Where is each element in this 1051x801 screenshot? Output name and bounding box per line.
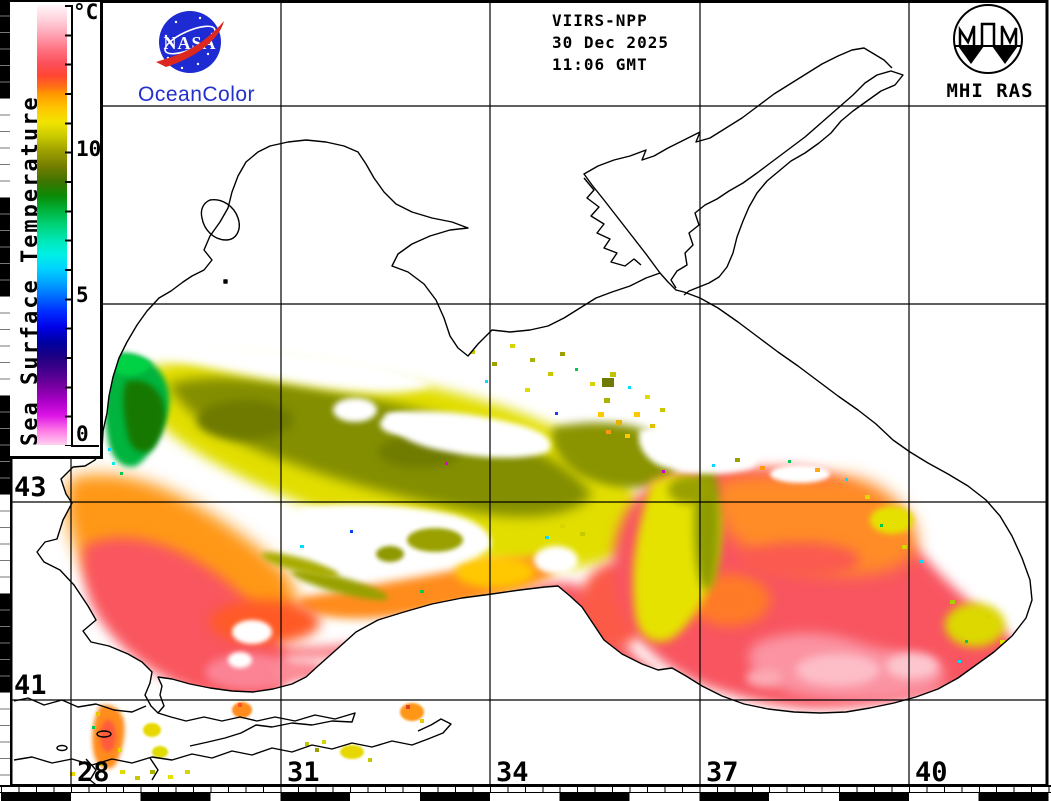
colorbar-panel: Sea Surface Temperature °C 10 5 0 bbox=[10, 0, 103, 459]
lon-label-31: 31 bbox=[287, 757, 320, 788]
nasa-oceancolor-logo: NASA OceanColor bbox=[138, 8, 256, 107]
scene-time: 11:06 GMT bbox=[552, 55, 648, 74]
lon-label-34: 34 bbox=[496, 757, 529, 788]
marmara-south-shore bbox=[13, 718, 452, 766]
colorbar-tick-5: 5 bbox=[76, 283, 89, 307]
sst-field bbox=[66, 286, 1020, 709]
snake-island bbox=[223, 279, 228, 284]
longitude-ruler-ticks bbox=[0, 785, 1051, 794]
colorbar-tick-10: 10 bbox=[76, 137, 102, 161]
lat-label-43: 43 bbox=[14, 472, 47, 503]
sivash-coast bbox=[583, 177, 642, 267]
lon-label-40: 40 bbox=[915, 757, 948, 788]
azov-sea-coast bbox=[670, 70, 904, 296]
coastlines bbox=[13, 47, 1033, 789]
scene-date: 30 Dec 2025 bbox=[552, 33, 669, 52]
cloud-gaps bbox=[148, 331, 830, 668]
dniester-estuary bbox=[200, 199, 240, 241]
black-sea-coast bbox=[36, 139, 1033, 714]
mhi-emblem bbox=[953, 4, 1023, 74]
nasa-logo: NASA bbox=[156, 11, 224, 73]
colorbar-gradient bbox=[37, 5, 67, 445]
sst-speckles bbox=[108, 286, 1005, 663]
sst-marmara-blobs bbox=[70, 702, 424, 780]
oceancolor-wordmark: OceanColor bbox=[138, 83, 256, 106]
marmara-north-shore bbox=[13, 697, 147, 713]
colorbar-ticks bbox=[65, 5, 72, 446]
mhi-ras-logo: MHI RAS bbox=[938, 2, 1042, 102]
scene-sensor: VIIRS-NPP bbox=[552, 11, 648, 30]
mhi-wordmark: MHI RAS bbox=[946, 80, 1034, 102]
colorbar-unit: °C bbox=[73, 0, 99, 24]
scene-info: VIIRS-NPP 30 Dec 2025 11:06 GMT bbox=[552, 10, 669, 76]
longitude-ruler-bar bbox=[0, 792, 1051, 801]
mhi-letters bbox=[958, 22, 1018, 46]
sst-pink-sw bbox=[205, 654, 295, 690]
lon-label-28: 28 bbox=[77, 757, 110, 788]
lat-label-41: 41 bbox=[14, 670, 47, 701]
grid-lines bbox=[12, 3, 1046, 784]
lon-label-37: 37 bbox=[706, 757, 739, 788]
colorbar-tick-0: 0 bbox=[76, 422, 89, 446]
nasa-swoosh bbox=[156, 21, 224, 67]
